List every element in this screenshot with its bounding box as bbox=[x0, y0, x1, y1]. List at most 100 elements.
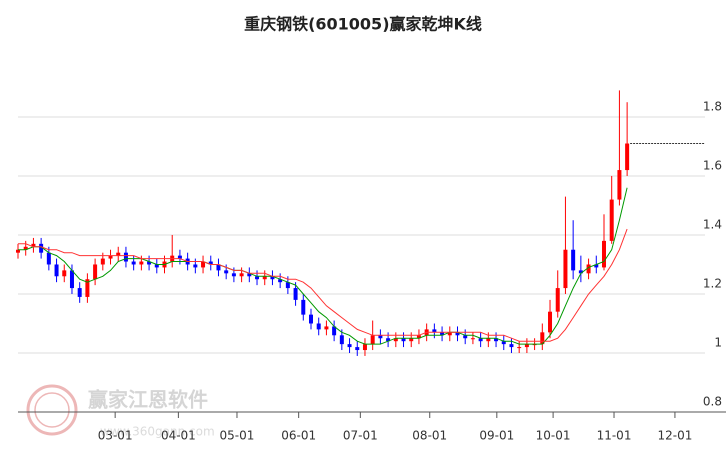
candle-body bbox=[293, 288, 298, 300]
x-tick-label: 03-01 bbox=[98, 429, 133, 443]
candle-body bbox=[617, 170, 622, 200]
candle-body bbox=[270, 276, 275, 280]
watermark: 赢家江恩软件 www.360gann.com bbox=[26, 384, 215, 439]
candle-body bbox=[108, 255, 113, 259]
candle-body bbox=[563, 249, 568, 289]
candle-body bbox=[139, 261, 144, 265]
y-tick-label: 1.6 bbox=[703, 158, 722, 172]
x-tick-label: 09-01 bbox=[479, 429, 514, 443]
candle-body bbox=[39, 243, 44, 253]
candle-body bbox=[285, 282, 290, 289]
x-tick-label: 12-01 bbox=[657, 429, 692, 443]
candle-body bbox=[116, 252, 121, 256]
candle-body bbox=[370, 335, 375, 345]
candle-body bbox=[332, 326, 337, 336]
y-tick-label: 1.8 bbox=[703, 99, 722, 113]
watermark-url: www.360gann.com bbox=[100, 425, 215, 439]
candle-body bbox=[177, 255, 182, 259]
candle-body bbox=[625, 143, 630, 171]
candle-body bbox=[16, 249, 20, 253]
candle-body bbox=[517, 347, 522, 349]
candle-body bbox=[301, 299, 306, 315]
candle-body bbox=[255, 276, 260, 280]
candle-body bbox=[470, 338, 475, 340]
candle-body bbox=[555, 288, 560, 312]
candle-body bbox=[409, 338, 414, 342]
x-tick-label: 04-01 bbox=[161, 429, 196, 443]
candle-body bbox=[463, 335, 468, 339]
candle-body bbox=[393, 338, 398, 342]
candle-body bbox=[54, 264, 59, 277]
candle-body bbox=[216, 264, 221, 271]
watermark-name: 赢家江恩软件 bbox=[88, 388, 208, 412]
candle-body bbox=[501, 341, 506, 345]
watermark-logo-ring bbox=[34, 392, 70, 428]
candle-body bbox=[247, 273, 252, 277]
candle-body bbox=[123, 252, 128, 262]
candle-body bbox=[355, 347, 360, 351]
y-tick-label: 0.8 bbox=[703, 395, 722, 409]
candle-body bbox=[208, 261, 213, 265]
y-tick-label: 1.4 bbox=[703, 217, 722, 231]
y-tick-label: 1.2 bbox=[703, 276, 722, 290]
x-tick-label: 11-01 bbox=[597, 429, 632, 443]
candle-body bbox=[193, 264, 198, 268]
candle-body bbox=[201, 261, 206, 268]
candle-body bbox=[308, 314, 313, 324]
candle-body bbox=[31, 243, 36, 247]
candle-body bbox=[440, 332, 445, 336]
candle-body bbox=[262, 276, 267, 280]
candle-body bbox=[524, 344, 529, 348]
candle-body bbox=[85, 279, 90, 297]
candle-body bbox=[378, 335, 383, 339]
candle-body bbox=[224, 270, 229, 274]
y-tick-label: 1 bbox=[714, 335, 722, 349]
candle-body bbox=[478, 338, 483, 342]
candle-body bbox=[432, 329, 437, 333]
candle-body bbox=[339, 335, 344, 345]
x-tick-label: 08-01 bbox=[412, 429, 447, 443]
x-tick-label: 10-01 bbox=[536, 429, 571, 443]
candle-body bbox=[347, 344, 352, 348]
candle-body bbox=[239, 273, 244, 277]
chart-title: 重庆钢铁(601005)赢家乾坤K线 bbox=[244, 15, 482, 34]
candle-body bbox=[548, 311, 553, 333]
x-tick-label: 06-01 bbox=[281, 429, 316, 443]
candle-body bbox=[401, 338, 406, 342]
x-tick-label: 07-01 bbox=[343, 429, 378, 443]
candle-body bbox=[100, 258, 105, 265]
candle-body bbox=[494, 338, 499, 342]
candle-body bbox=[147, 261, 152, 265]
candle-body bbox=[571, 249, 576, 271]
candle-body bbox=[486, 338, 491, 342]
watermark-logo bbox=[26, 384, 78, 436]
candle-body bbox=[324, 326, 329, 330]
moving-average-line bbox=[18, 187, 628, 345]
candle-body bbox=[69, 270, 74, 289]
candle-body bbox=[586, 264, 591, 274]
moving-average-line bbox=[18, 228, 628, 342]
candle-body bbox=[131, 261, 136, 265]
candle-body bbox=[578, 270, 583, 274]
candle-body bbox=[447, 332, 452, 336]
candle-body bbox=[46, 252, 51, 265]
candle-body bbox=[62, 270, 67, 277]
candle-body bbox=[532, 344, 537, 346]
candle-body bbox=[594, 264, 599, 268]
candle-body bbox=[386, 338, 391, 342]
candle-body bbox=[23, 246, 28, 250]
candle-body bbox=[278, 279, 283, 283]
candle-body bbox=[316, 323, 321, 330]
candle-body bbox=[509, 344, 514, 348]
candle-body bbox=[455, 332, 460, 336]
candle-body bbox=[231, 273, 236, 277]
candle-body bbox=[609, 199, 614, 241]
candle-body bbox=[77, 288, 82, 297]
candle-body bbox=[362, 344, 367, 351]
candle-body bbox=[93, 264, 98, 280]
candle-body bbox=[601, 240, 606, 268]
candle-body bbox=[540, 332, 545, 345]
candle-body bbox=[154, 264, 159, 268]
